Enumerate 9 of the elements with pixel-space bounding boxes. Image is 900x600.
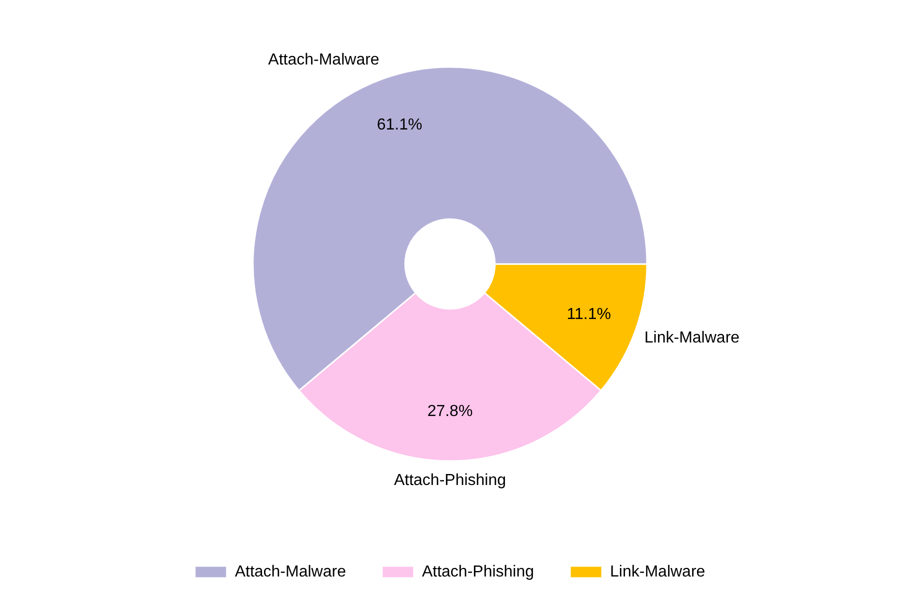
data-label: 61.1%: [376, 116, 422, 134]
data-label: 27.8%: [427, 403, 473, 420]
legend-label: Attach-Phishing: [422, 563, 534, 580]
legend-label: Attach-Malware: [234, 563, 346, 580]
legend-label: Link-Malware: [610, 563, 706, 580]
slice-label: Attach-Phishing: [394, 472, 506, 490]
slice-label: Link-Malware: [644, 329, 740, 346]
slice-label: Attach-Malware: [268, 52, 380, 69]
data-label: 11.1%: [566, 306, 611, 323]
